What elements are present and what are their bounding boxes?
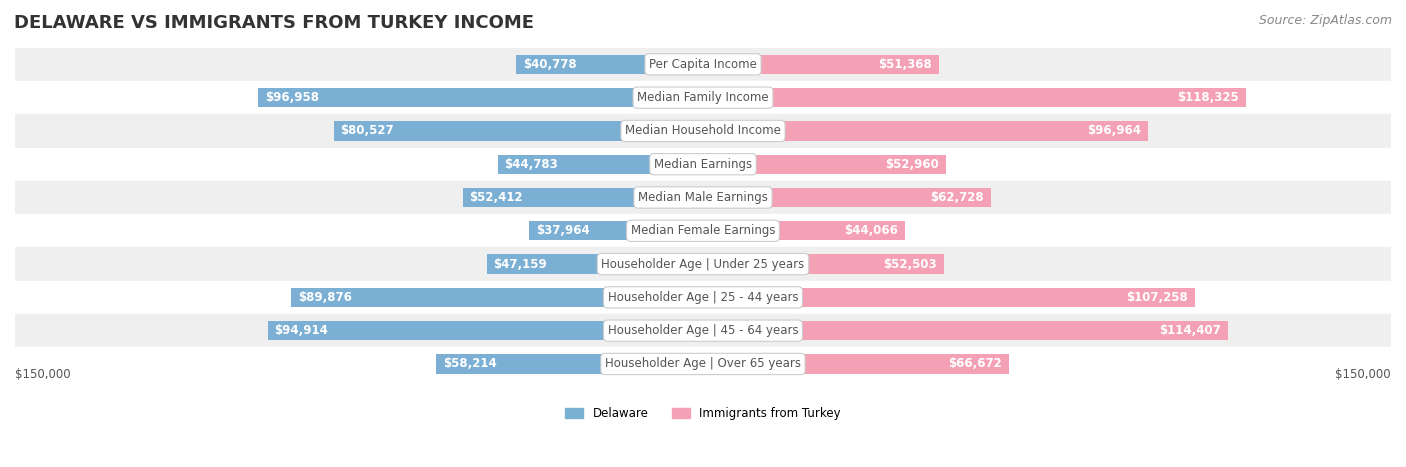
Text: Per Capita Income: Per Capita Income [650, 58, 756, 71]
Bar [15, 181, 1391, 214]
Text: $96,958: $96,958 [266, 91, 319, 104]
Bar [703, 121, 1147, 141]
Text: $89,876: $89,876 [298, 291, 352, 304]
Bar [15, 248, 1391, 281]
Bar [516, 55, 703, 74]
Text: $150,000: $150,000 [15, 368, 70, 381]
Text: Median Female Earnings: Median Female Earnings [631, 224, 775, 237]
Text: $37,964: $37,964 [536, 224, 589, 237]
Text: $62,728: $62,728 [931, 191, 984, 204]
Text: $114,407: $114,407 [1159, 324, 1220, 337]
Text: $47,159: $47,159 [494, 258, 547, 270]
Text: Median Household Income: Median Household Income [626, 124, 780, 137]
Text: $44,783: $44,783 [505, 158, 558, 171]
Text: $80,527: $80,527 [340, 124, 394, 137]
Bar [703, 188, 991, 207]
Bar [259, 88, 703, 107]
Text: $150,000: $150,000 [1336, 368, 1391, 381]
Text: $52,960: $52,960 [886, 158, 939, 171]
Bar [703, 55, 939, 74]
Text: $58,214: $58,214 [443, 357, 496, 370]
Text: Householder Age | Over 65 years: Householder Age | Over 65 years [605, 357, 801, 370]
Text: Median Earnings: Median Earnings [654, 158, 752, 171]
Text: Householder Age | 45 - 64 years: Householder Age | 45 - 64 years [607, 324, 799, 337]
Bar [15, 281, 1391, 314]
Bar [333, 121, 703, 141]
Text: $66,672: $66,672 [948, 357, 1002, 370]
Bar [463, 188, 703, 207]
Text: $107,258: $107,258 [1126, 291, 1188, 304]
Text: $44,066: $44,066 [845, 224, 898, 237]
Bar [15, 148, 1391, 181]
Text: Householder Age | Under 25 years: Householder Age | Under 25 years [602, 258, 804, 270]
Text: $94,914: $94,914 [274, 324, 329, 337]
Text: $40,778: $40,778 [523, 58, 576, 71]
Legend: Delaware, Immigrants from Turkey: Delaware, Immigrants from Turkey [561, 402, 845, 425]
Bar [703, 221, 905, 241]
Bar [15, 48, 1391, 81]
Text: Householder Age | 25 - 44 years: Householder Age | 25 - 44 years [607, 291, 799, 304]
Bar [529, 221, 703, 241]
Text: DELAWARE VS IMMIGRANTS FROM TURKEY INCOME: DELAWARE VS IMMIGRANTS FROM TURKEY INCOM… [14, 14, 534, 32]
Bar [15, 214, 1391, 248]
Bar [291, 288, 703, 307]
Bar [15, 347, 1391, 381]
Text: $96,964: $96,964 [1087, 124, 1140, 137]
Bar [15, 81, 1391, 114]
Bar [498, 155, 703, 174]
Bar [703, 354, 1008, 374]
Bar [703, 288, 1195, 307]
Bar [15, 114, 1391, 148]
Text: Median Male Earnings: Median Male Earnings [638, 191, 768, 204]
Bar [267, 321, 703, 340]
Bar [486, 255, 703, 274]
Text: $52,503: $52,503 [883, 258, 936, 270]
Text: $52,412: $52,412 [470, 191, 523, 204]
Bar [703, 88, 1246, 107]
Text: Median Family Income: Median Family Income [637, 91, 769, 104]
Bar [703, 321, 1227, 340]
Text: $51,368: $51,368 [877, 58, 932, 71]
Bar [703, 255, 943, 274]
Bar [703, 155, 946, 174]
Text: $118,325: $118,325 [1177, 91, 1239, 104]
Text: Source: ZipAtlas.com: Source: ZipAtlas.com [1258, 14, 1392, 27]
Bar [15, 314, 1391, 347]
Bar [436, 354, 703, 374]
